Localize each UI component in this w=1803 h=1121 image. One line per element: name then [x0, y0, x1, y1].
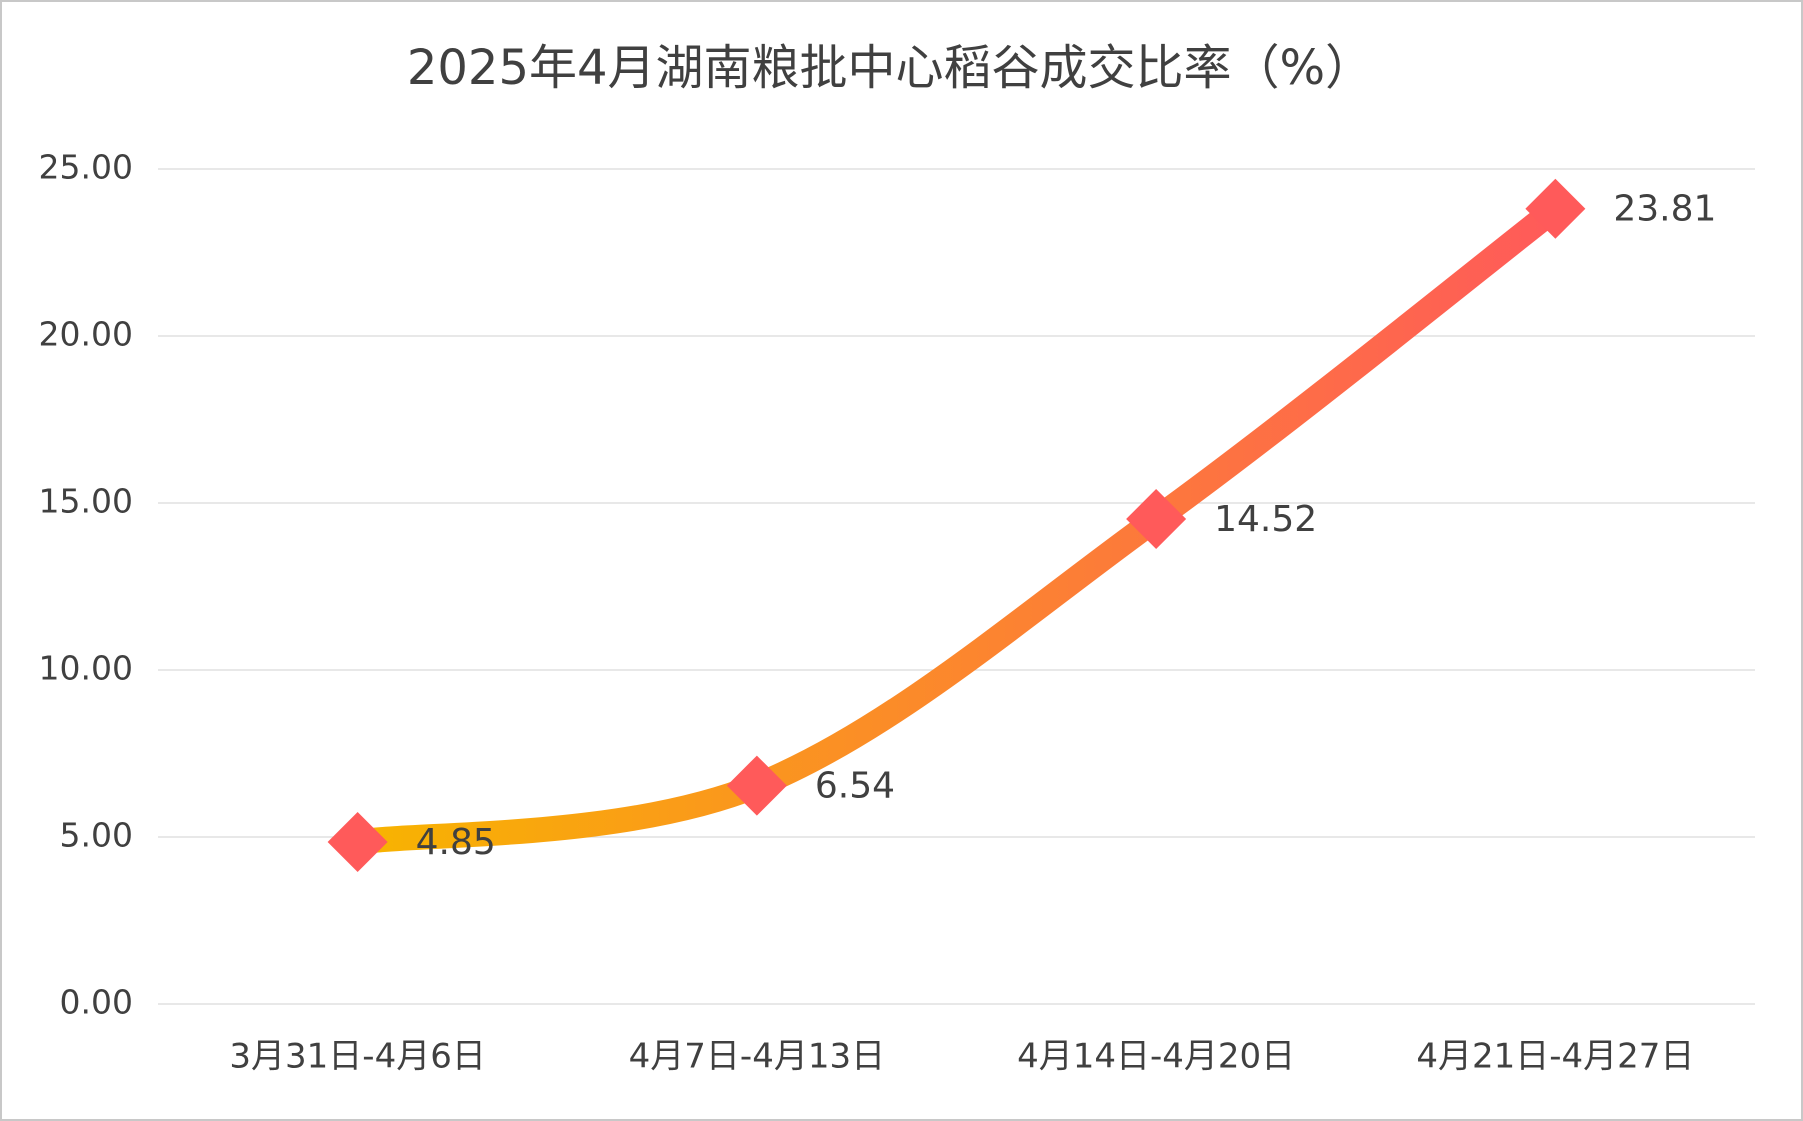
data-label: 23.81: [1613, 189, 1716, 230]
data-label: 14.52: [1214, 499, 1317, 540]
x-tick-label: 4月14日-4月20日: [1017, 1037, 1295, 1077]
y-tick-label: 5.00: [60, 816, 133, 855]
y-tick-label: 25.00: [39, 148, 133, 187]
y-tick-label: 20.00: [39, 315, 133, 354]
data-line: [345, 196, 1568, 855]
data-marker: [726, 755, 787, 816]
data-marker: [327, 812, 388, 873]
y-tick-label: 0.00: [60, 983, 133, 1022]
data-marker: [1525, 178, 1586, 239]
data-label: 6.54: [815, 766, 895, 807]
data-marker: [1126, 489, 1187, 550]
y-tick-label: 10.00: [39, 649, 133, 688]
data-label: 4.85: [416, 822, 496, 863]
x-tick-label: 4月7日-4月13日: [629, 1037, 885, 1077]
chart-title: 2025年4月湖南粮批中心稻谷成交比率（%）: [407, 40, 1373, 96]
x-tick-label: 3月31日-4月6日: [229, 1037, 485, 1077]
x-tick-label: 4月21日-4月27日: [1416, 1037, 1694, 1077]
y-tick-label: 15.00: [39, 482, 133, 521]
